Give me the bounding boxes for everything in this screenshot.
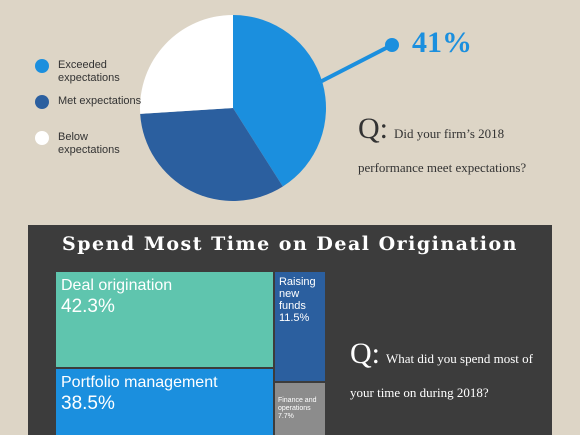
treemap-cell: Portfolio management 38.5%: [56, 368, 273, 435]
cell-label: Portfolio management: [61, 373, 218, 391]
cell-label: Deal origination: [61, 277, 173, 294]
legend-swatch: [35, 131, 49, 145]
question-text: What did you spend most of your time on …: [350, 351, 533, 400]
legend-label: Exceeded expectations: [58, 59, 120, 84]
value-label: 41%: [412, 26, 472, 59]
value-label: 42.3%: [61, 296, 115, 317]
question: Q: Did your firm’s 2018 performance meet …: [358, 112, 558, 185]
callout-dot: [385, 38, 399, 52]
question-text: Did your firm’s 2018 performance meet ex…: [358, 126, 527, 175]
treemap-cell: Raising new funds 11.5%: [274, 272, 325, 381]
question: Q: What did you spend most of your time o…: [350, 337, 540, 410]
pie-slice: [233, 15, 326, 187]
treemap-cell: Finance and operations 7.7%: [274, 382, 325, 435]
cell-label: Finance and operations: [277, 396, 317, 412]
legend-label: Below expectations: [58, 131, 120, 156]
pie-chart: 41%: [35, 15, 472, 201]
legend-label: Met expectations: [58, 95, 142, 107]
question-prefix: Q:: [358, 112, 388, 145]
pie-slice: [140, 15, 233, 114]
value-label: 38.5%: [61, 392, 115, 414]
value-label: 11.5%: [278, 312, 310, 324]
treemap-panel: Spend Most Time on Deal Origination Deal…: [28, 225, 552, 435]
callout-line: [315, 43, 393, 86]
cell-label: Raising new funds: [278, 276, 316, 312]
question-prefix: Q:: [350, 337, 380, 370]
pie-slice: [140, 108, 283, 201]
legend-swatch: [35, 95, 49, 109]
treemap-title: Spend Most Time on Deal Origination: [62, 233, 518, 255]
legend-swatch: [35, 59, 49, 73]
value-label: 7.7%: [277, 412, 294, 420]
treemap-cell: Deal origination 42.3%: [56, 272, 273, 367]
